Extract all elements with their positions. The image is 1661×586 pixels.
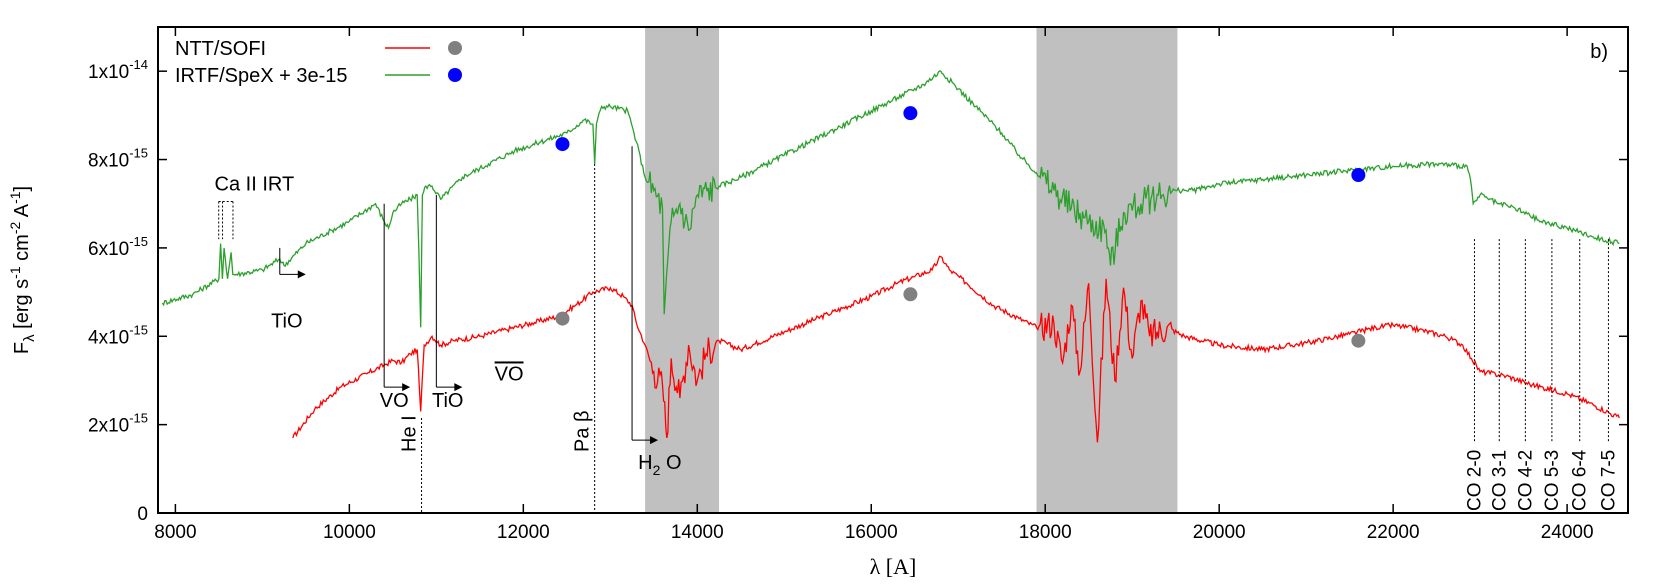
y-tick-base-5: 1x10 bbox=[88, 62, 129, 83]
h2o-arrow-head bbox=[650, 436, 659, 445]
y-tick-exp-3: -15 bbox=[129, 234, 148, 249]
y-label-units-mid: cm bbox=[11, 234, 33, 266]
legend: NTT/SOFI IRTF/SpeX + 3e-15 bbox=[175, 38, 462, 87]
x-tick-label-8: 24000 bbox=[1541, 522, 1594, 543]
y-tick-label-1: 2x10-15 bbox=[88, 411, 148, 437]
annotation-pa-beta: Pa β bbox=[572, 410, 594, 452]
x-tick-label-1: 10000 bbox=[323, 522, 376, 543]
annotation-vo-2: VO bbox=[495, 363, 524, 385]
shaded-region-2 bbox=[1036, 27, 1178, 513]
photometry-markers bbox=[555, 106, 1366, 348]
y-label-sub: λ bbox=[21, 334, 38, 342]
y-tick-base-2: 4x10 bbox=[88, 327, 129, 348]
y-tick-base-4: 8x10 bbox=[88, 151, 129, 172]
legend-marker-1 bbox=[448, 41, 462, 55]
marker-s2-1 bbox=[555, 137, 570, 152]
tio-2-arrow-head bbox=[454, 383, 463, 392]
marker-s2-2 bbox=[903, 106, 918, 121]
y-label-sup3: -1 bbox=[7, 191, 23, 204]
y-tick-base-1: 2x10 bbox=[88, 416, 129, 437]
axes: 8000 10000 12000 14000 16000 18000 20000 22000 2… bbox=[88, 27, 1628, 543]
series-lines bbox=[161, 70, 1620, 443]
annotation-co-6-4: CO 6-4 bbox=[1570, 449, 1591, 511]
marker-s1-3 bbox=[1351, 333, 1366, 348]
y-tick-label-5: 1x10-14 bbox=[88, 57, 148, 83]
y-tick-label-0: 0 bbox=[137, 504, 148, 525]
annotation-tio-2: TiO bbox=[432, 390, 463, 412]
y-tick-exp-2: -15 bbox=[129, 322, 148, 337]
series-line-1 bbox=[292, 255, 1620, 443]
annotation-co-2-0: CO 2-0 bbox=[1464, 450, 1485, 511]
y-tick-exp-5: -14 bbox=[129, 57, 148, 72]
y-label-sup2: -2 bbox=[7, 221, 23, 234]
y-tick-base-0: 0 bbox=[137, 504, 148, 525]
legend-marker-2 bbox=[448, 68, 462, 82]
y-label-main: F bbox=[11, 342, 33, 354]
annotation-he-i: He I bbox=[399, 415, 421, 452]
legend-label-1: NTT/SOFI bbox=[175, 38, 266, 60]
tio-1-arrow-head bbox=[297, 270, 306, 279]
x-tick-label-5: 18000 bbox=[1019, 522, 1072, 543]
annotation-co-7-5: CO 7-5 bbox=[1598, 450, 1619, 511]
marker-s1-1 bbox=[555, 311, 570, 326]
y-label-units-prefix: [erg s bbox=[11, 279, 33, 335]
x-tick-label-7: 22000 bbox=[1367, 522, 1420, 543]
y-axis-label: Fλ [erg s-1 cm-2 A-1] bbox=[7, 186, 38, 354]
y-tick-exp-1: -15 bbox=[129, 411, 148, 426]
panel-label: b) bbox=[1590, 41, 1608, 63]
marker-s2-3 bbox=[1351, 168, 1366, 183]
annotation-co-3-1: CO 3-1 bbox=[1489, 450, 1510, 511]
legend-label-2: IRTF/SpeX + 3e-15 bbox=[175, 65, 348, 87]
annotation-ca-ii-irt: Ca II IRT bbox=[215, 173, 295, 195]
series-line-2 bbox=[161, 70, 1620, 328]
annotation-tio-1: TiO bbox=[271, 310, 302, 332]
y-label-units-mid2: A bbox=[11, 203, 33, 221]
marker-s1-2 bbox=[903, 287, 918, 302]
x-tick-label-6: 20000 bbox=[1193, 522, 1246, 543]
vo-1-arrow-head bbox=[402, 383, 411, 392]
plot-frame bbox=[157, 26, 1629, 514]
y-tick-label-4: 8x10-15 bbox=[88, 146, 148, 172]
annotation-h2o: H2 O bbox=[638, 452, 681, 478]
y-tick-exp-4: -15 bbox=[129, 146, 148, 161]
x-axis-label: λ [A] bbox=[870, 554, 917, 579]
x-tick-label-3: 14000 bbox=[671, 522, 724, 543]
h2o-sub: 2 bbox=[653, 462, 661, 478]
annotation-co-4-2: CO 4-2 bbox=[1515, 450, 1536, 511]
x-tick-label-0: 8000 bbox=[154, 522, 196, 543]
x-tick-label-4: 16000 bbox=[845, 522, 898, 543]
y-tick-label-2: 4x10-15 bbox=[88, 322, 148, 348]
annotation-co-5-3: CO 5-3 bbox=[1542, 450, 1563, 511]
y-tick-label-3: 6x10-15 bbox=[88, 234, 148, 260]
y-label-sup1: -1 bbox=[7, 266, 23, 279]
y-label-units-end: ] bbox=[11, 186, 33, 192]
annotation-vo-1: VO bbox=[380, 390, 409, 412]
shaded-regions bbox=[645, 27, 1178, 513]
h2o-main: H bbox=[638, 452, 652, 474]
y-tick-base-3: 6x10 bbox=[88, 239, 129, 260]
shaded-region-1 bbox=[645, 27, 720, 513]
h2o-end: O bbox=[660, 452, 681, 474]
x-tick-label-2: 12000 bbox=[497, 522, 550, 543]
